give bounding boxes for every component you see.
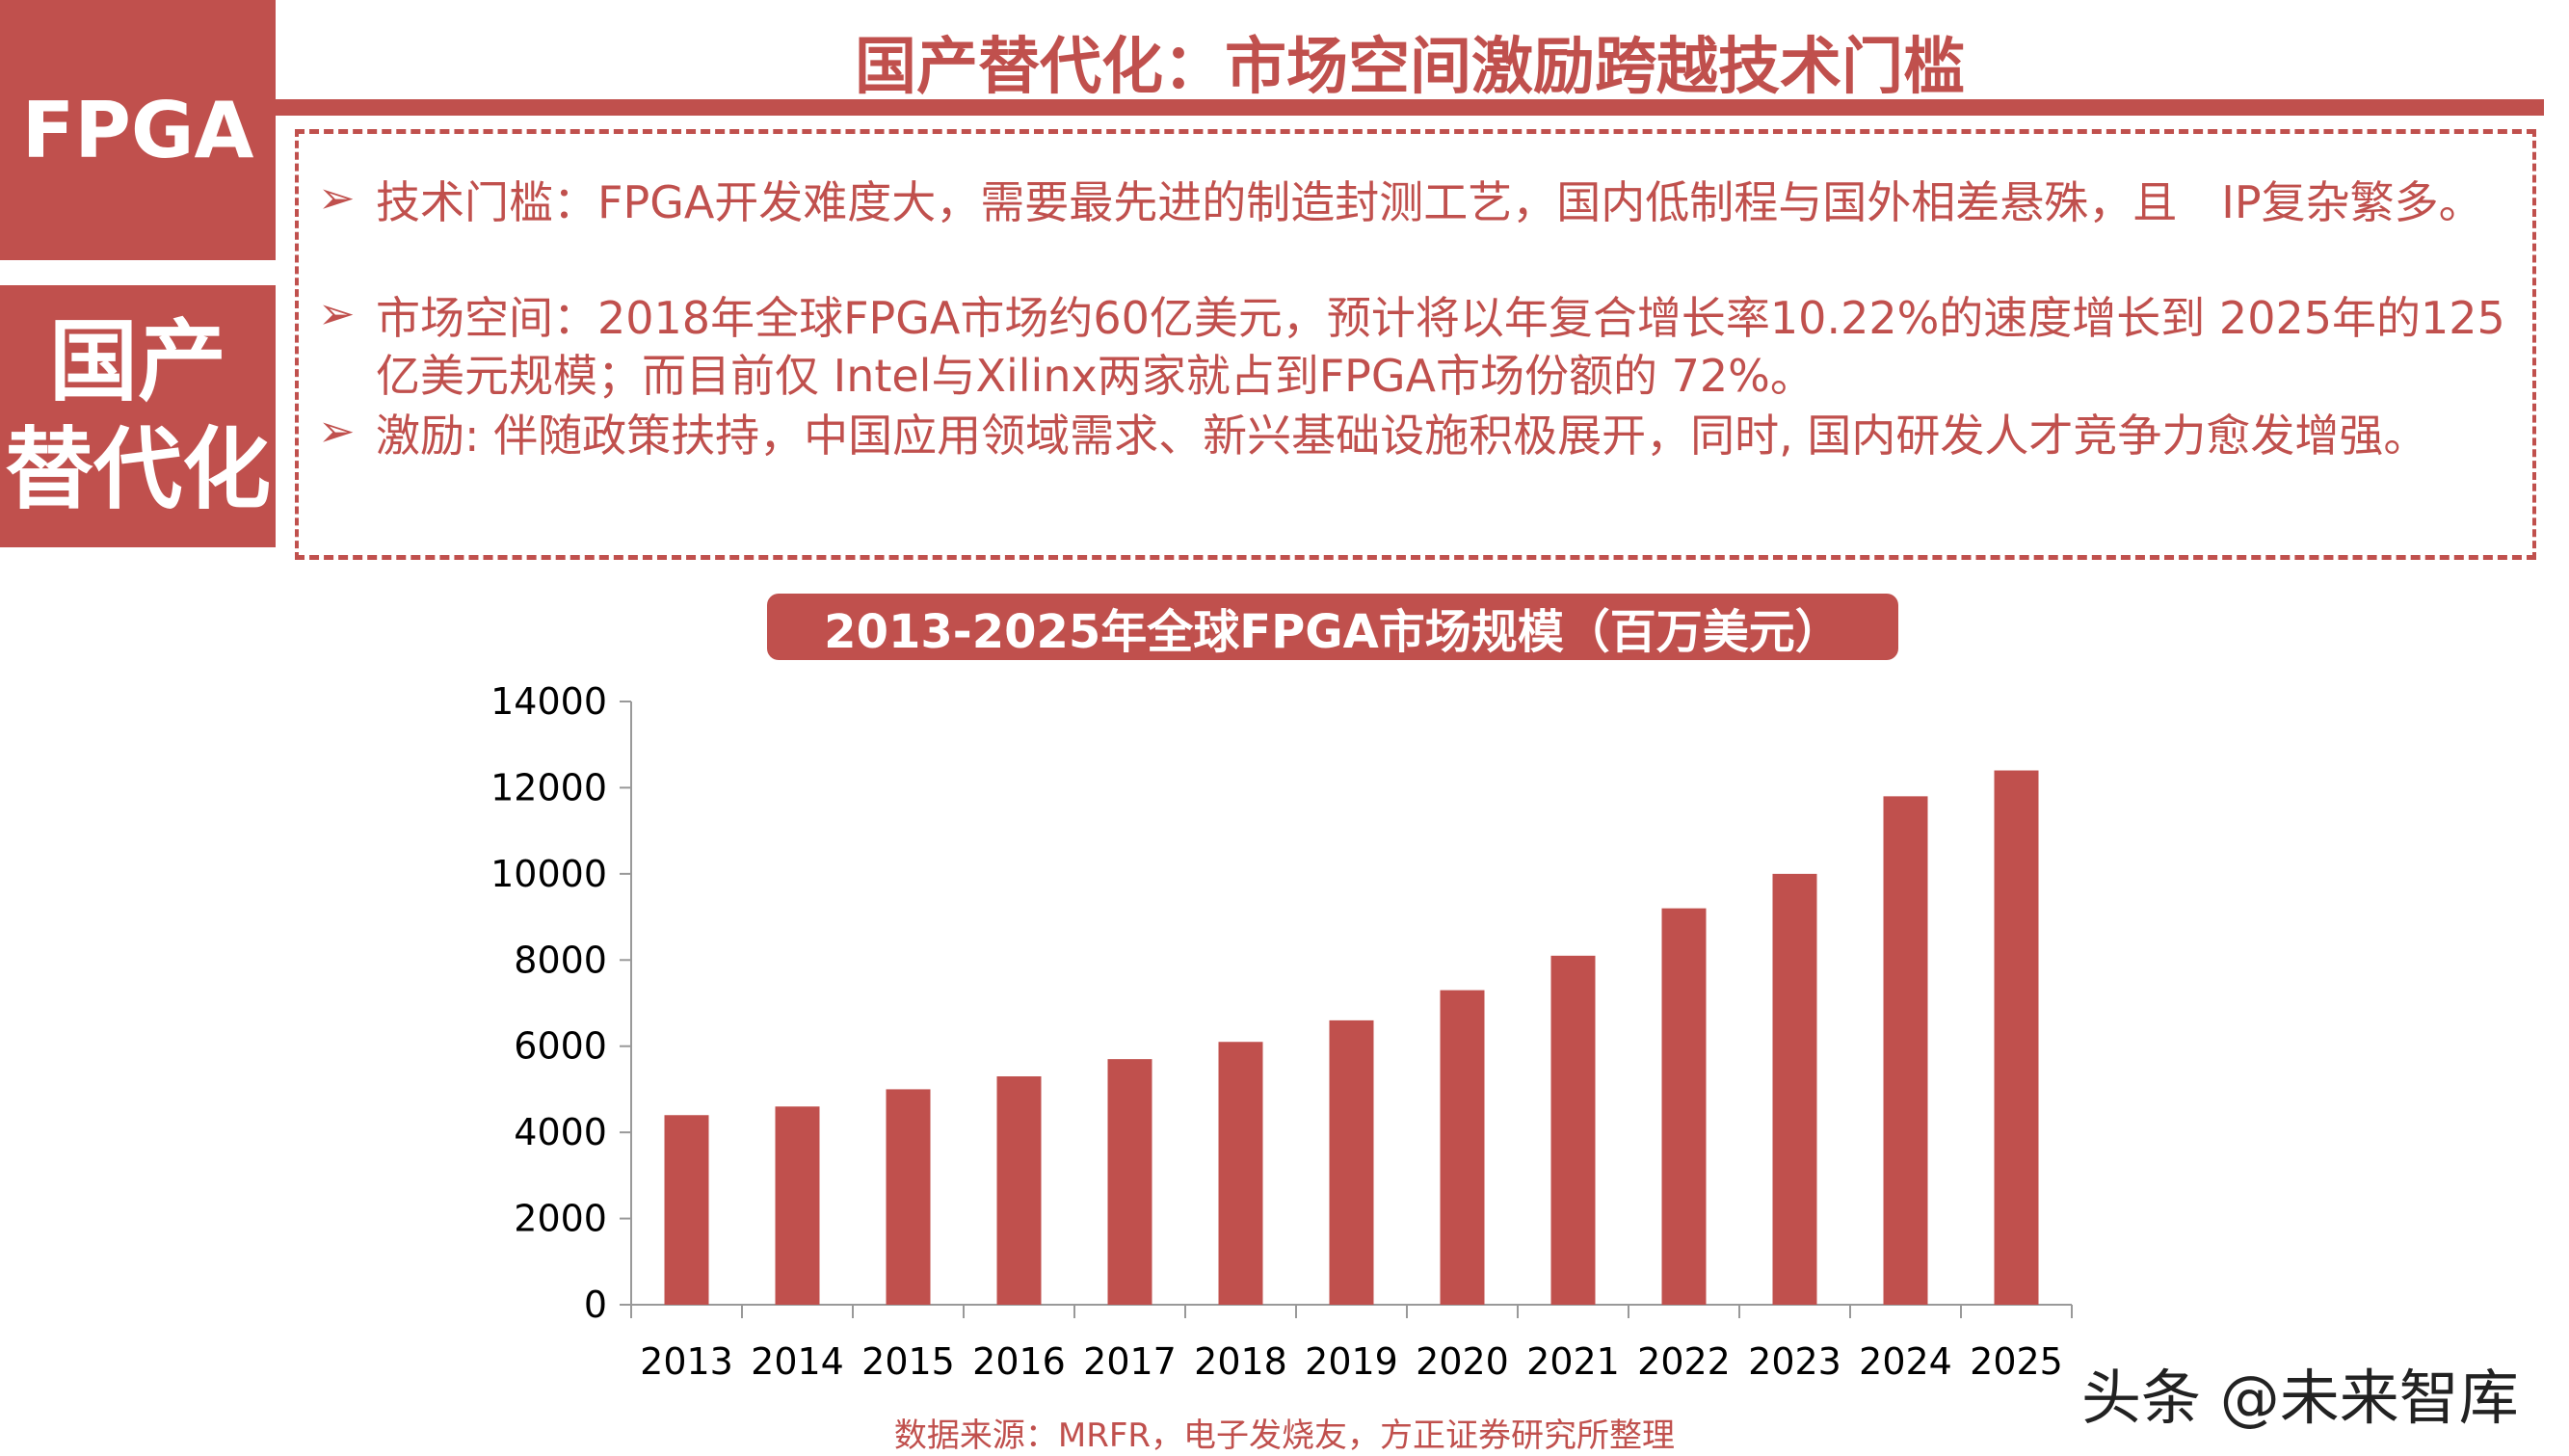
bar-2022 [1661,908,1707,1305]
fpga-label-box: FPGA [0,0,276,260]
fpga-label: FPGA [21,85,254,175]
bar-2021 [1550,955,1596,1305]
x-tick-label: 2019 [1305,1340,1398,1383]
bullet-market-space: 市场空间：2018年全球FPGA市场约60亿美元，预计将以年复合增长率10.22… [376,292,2505,402]
x-tick-label: 2014 [751,1340,844,1383]
bar-2024 [1883,796,1928,1305]
localization-label-line2: 替代化 [4,418,271,521]
bar-2014 [775,1106,820,1305]
bar-2017 [1107,1059,1152,1305]
bullet-marker: ➢ [318,287,356,339]
bullet-incentive: 激励: 伴随政策扶持，中国应用领域需求、新兴基础设施积极展开，同时, 国内研发人… [376,410,2428,462]
x-tick-label: 2020 [1416,1340,1509,1383]
page-title: 国产替代化：市场空间激励跨越技术门槛 [855,32,1965,103]
bar-2015 [886,1089,931,1305]
y-tick-label: 6000 [514,1025,607,1068]
bar-2018 [1218,1042,1263,1305]
bullet-tech-threshold: 技术门槛：FPGA开发难度大，需要最先进的制造封测工艺，国内低制程与国外相差悬殊… [376,176,2483,228]
bar-2019 [1329,1019,1374,1305]
x-tick-label: 2024 [1859,1340,1952,1383]
bar-2023 [1772,873,1817,1305]
title-rule [276,99,2544,116]
y-tick-label: 12000 [490,766,607,808]
localization-label-line1: 国产 [48,310,226,413]
bullet-marker: ➢ [318,405,356,457]
watermark: 头条 @未来智库 [2081,1363,2519,1433]
y-tick-label: 8000 [514,939,607,981]
x-tick-label: 2015 [861,1340,955,1383]
bar-2020 [1440,990,1485,1305]
bar-2025 [1994,770,2039,1305]
chart-title: 2013-2025年全球FPGA市场规模（百万美元） [767,594,1898,660]
localization-label-box: 国产 替代化 [0,285,276,547]
x-tick-label: 2021 [1526,1340,1620,1383]
x-tick-label: 2018 [1194,1340,1287,1383]
x-tick-label: 2022 [1637,1340,1731,1383]
y-tick-label: 0 [584,1284,607,1326]
x-tick-label: 2017 [1083,1340,1177,1383]
x-tick-label: 2013 [640,1340,733,1383]
y-tick-label: 14000 [490,680,607,723]
y-tick-label: 10000 [490,853,607,895]
y-tick-label: 2000 [514,1198,607,1240]
x-tick-label: 2025 [1970,1340,2063,1383]
x-tick-label: 2023 [1748,1340,1841,1383]
bullet-box [295,129,2536,560]
bar-2016 [996,1076,1042,1305]
bullet-marker: ➢ [318,172,356,224]
x-tick-label: 2016 [972,1340,1066,1383]
bar-2013 [664,1115,709,1305]
y-tick-label: 4000 [514,1111,607,1153]
